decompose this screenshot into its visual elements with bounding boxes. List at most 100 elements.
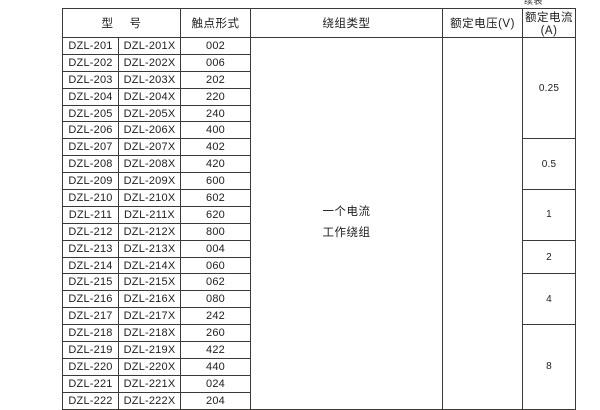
cell-model-x: DZL-211X — [118, 205, 181, 224]
continued-table-label: 续表 — [524, 0, 544, 6]
cell-contact-form: 062 — [180, 273, 251, 292]
table-row: DZL-221 DZL-221X 024 — [62, 374, 576, 393]
cell-contact-form: 024 — [180, 374, 251, 393]
table-row: DZL-207 DZL-207X 402 0.5 — [62, 138, 576, 191]
cell-model-x: DZL-202X — [118, 53, 181, 72]
table-row: DZL-215 DZL-215X 062 4 — [62, 273, 576, 326]
cell-model-x: DZL-207X — [118, 138, 181, 157]
table-row: DZL-218 DZL-218X 260 8 — [62, 324, 576, 410]
cell-model: DZL-208 — [62, 155, 119, 174]
cell-contact-form: 400 — [180, 121, 251, 140]
column-header-model-part-a: 型 — [101, 18, 114, 30]
cell-model: DZL-218 — [62, 324, 119, 343]
table-row: DZL-203 DZL-203X 202 — [62, 70, 576, 89]
cell-model-x: DZL-205X — [118, 104, 181, 123]
cell-contact-form: 600 — [180, 172, 251, 191]
cell-model: DZL-214 — [62, 256, 119, 275]
column-header-contact-form: 触点形式 — [180, 8, 251, 38]
cell-model: DZL-209 — [62, 172, 119, 191]
table-row: DZL-220 DZL-220X 440 — [62, 357, 576, 376]
cell-model: DZL-219 — [62, 341, 119, 359]
table-row: DZL-208 DZL-208X 420 — [62, 155, 576, 174]
table-row: DZL-201 DZL-201X 002 一个电流 工作绕组 0.25 — [62, 36, 576, 410]
column-header-model-part-b: 号 — [129, 18, 142, 30]
cell-model-x: DZL-222X — [118, 391, 181, 410]
table-row: DZL-210 DZL-210X 602 1 — [62, 189, 576, 241]
table-body: DZL-201 DZL-201X 002 一个电流 工作绕组 0.25 DZL-202 DZL… — [62, 36, 576, 410]
cell-rated-voltage — [442, 37, 523, 410]
cell-contact-form: 202 — [180, 70, 251, 89]
cell-contact-form: 006 — [180, 53, 251, 72]
cell-model: DZL-202 — [62, 53, 119, 72]
cell-contact-form: 204 — [180, 391, 251, 410]
winding-type-line-2: 工作绕组 — [322, 227, 371, 240]
cell-contact-form: 620 — [180, 205, 251, 224]
cell-rated-current: 0.25 — [522, 36, 576, 140]
cell-model: DZL-221 — [62, 374, 119, 393]
cell-model-x: DZL-214X — [118, 256, 181, 275]
column-header-rated-voltage: 额定电压(V) — [442, 8, 523, 38]
table-row: DZL-205 DZL-205X 240 — [62, 104, 576, 123]
cell-model: DZL-220 — [62, 357, 119, 376]
cell-model-x: DZL-219X — [118, 341, 181, 359]
cell-contact-form: 422 — [180, 341, 251, 359]
cell-model-x: DZL-216X — [118, 290, 181, 309]
cell-rated-current: 0.5 — [522, 138, 576, 191]
cell-rated-current: 2 — [522, 239, 576, 275]
cell-model-x: DZL-213X — [118, 239, 181, 258]
cell-model-x: DZL-215X — [118, 273, 181, 292]
table-row: DZL-211 DZL-211X 620 — [62, 205, 576, 224]
table-row: DZL-213 DZL-213X 004 2 — [62, 239, 576, 275]
cell-model-x: DZL-212X — [118, 222, 181, 241]
cell-contact-form: 800 — [180, 222, 251, 241]
winding-type-line-1: 一个电流 — [322, 206, 371, 219]
cell-contact-form: 002 — [180, 37, 251, 55]
table-row: DZL-209 DZL-209X 600 — [62, 172, 576, 191]
cell-model-x: DZL-209X — [118, 172, 181, 191]
cell-model: DZL-203 — [62, 70, 119, 89]
cell-rated-current: 4 — [522, 273, 576, 326]
table-row: DZL-219 DZL-219X 422 — [62, 341, 576, 359]
cell-model: DZL-205 — [62, 104, 119, 123]
table-header: 型 号 触点形式 绕组类型 额定电压(V) 额定电流(A) — [62, 8, 576, 38]
table-row: DZL-202 DZL-202X 006 — [62, 53, 576, 72]
cell-model: DZL-213 — [62, 239, 119, 258]
cell-model-x: DZL-217X — [118, 307, 181, 326]
cell-model: DZL-211 — [62, 205, 119, 224]
cell-rated-current: 8 — [522, 324, 576, 410]
cell-contact-form: 402 — [180, 138, 251, 157]
cell-model: DZL-212 — [62, 222, 119, 241]
table-row: DZL-216 DZL-216X 080 — [62, 290, 576, 309]
cell-contact-form: 240 — [180, 104, 251, 123]
cell-contact-form: 004 — [180, 239, 251, 258]
cell-contact-form: 440 — [180, 357, 251, 376]
cell-contact-form: 080 — [180, 290, 251, 309]
cell-model: DZL-210 — [62, 189, 119, 207]
cell-model: DZL-201 — [62, 37, 119, 55]
cell-model-x: DZL-210X — [118, 189, 181, 207]
cell-model-x: DZL-218X — [118, 324, 181, 343]
cell-model: DZL-217 — [62, 307, 119, 326]
column-header-model: 型 号 — [62, 8, 181, 38]
relay-specification-table: 型 号 触点形式 绕组类型 额定电压(V) 额定电流(A) DZL-201 DZL… — [62, 8, 576, 410]
cell-winding-type: 一个电流 工作绕组 — [250, 37, 443, 410]
cell-model-x: DZL-206X — [118, 121, 181, 140]
table-row: DZL-206 DZL-206X 400 — [62, 121, 576, 140]
cell-model: DZL-222 — [62, 391, 119, 410]
cell-model-x: DZL-220X — [118, 357, 181, 376]
cell-model-x: DZL-208X — [118, 155, 181, 174]
cell-contact-form: 242 — [180, 307, 251, 326]
cell-model: DZL-207 — [62, 138, 119, 157]
cell-contact-form: 260 — [180, 324, 251, 343]
table-row: DZL-204 DZL-204X 220 — [62, 87, 576, 106]
cell-contact-form: 602 — [180, 189, 251, 207]
cell-model-x: DZL-203X — [118, 70, 181, 89]
cell-model-x: DZL-201X — [118, 37, 181, 55]
column-header-rated-current: 额定电流(A) — [522, 8, 576, 38]
cell-model-x: DZL-204X — [118, 87, 181, 106]
column-header-winding-type: 绕组类型 — [250, 8, 443, 38]
cell-model-x: DZL-221X — [118, 374, 181, 393]
cell-model: DZL-204 — [62, 87, 119, 106]
cell-contact-form: 060 — [180, 256, 251, 275]
cell-model: DZL-215 — [62, 273, 119, 292]
